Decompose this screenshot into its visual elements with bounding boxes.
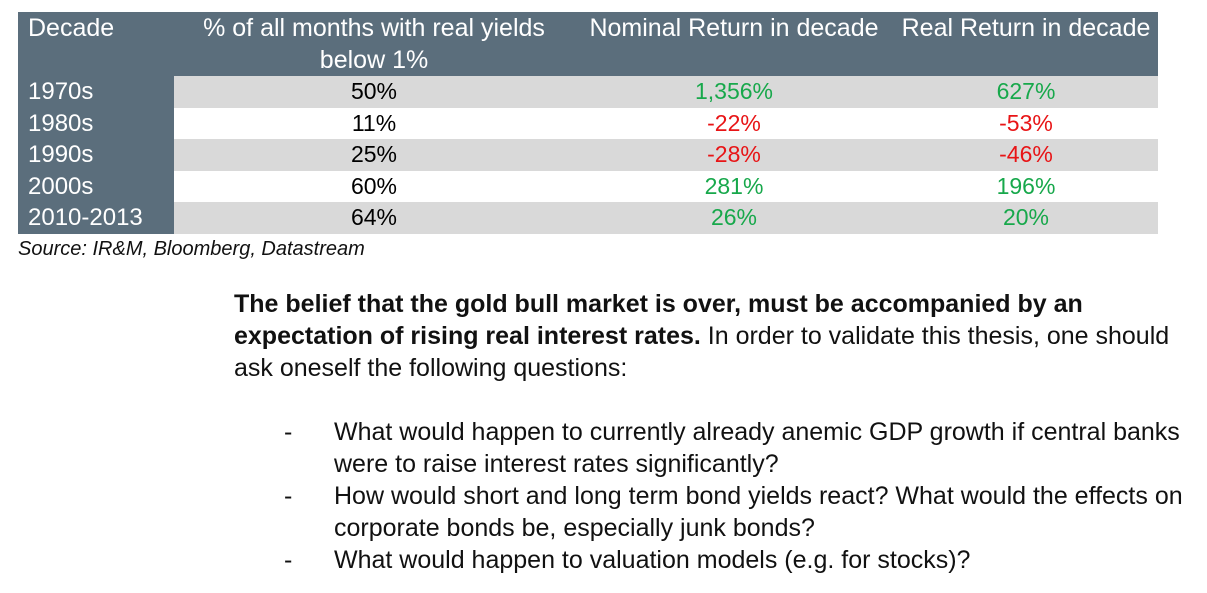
table-row: 1990s 25% -28% -46% <box>18 139 1158 171</box>
header-pct-months: % of all months with real yields below 1… <box>203 14 545 74</box>
row-real: 627% <box>894 76 1158 108</box>
list-item: - What would happen to currently already… <box>234 416 1184 480</box>
row-real: 196% <box>996 172 1056 199</box>
row-real: 20% <box>894 202 1158 234</box>
row-pct: 11% <box>351 109 397 136</box>
returns-table: Decade % of all months with real yields … <box>18 12 1158 234</box>
list-item: - What would happen to valuation models … <box>234 544 1184 576</box>
row-decade: 1990s <box>18 139 174 171</box>
row-real: -46% <box>894 139 1158 171</box>
row-pct: 25% <box>174 139 574 171</box>
row-pct: 50% <box>174 76 574 108</box>
thesis-rest: In order to validate this thesis, one sh… <box>234 322 1170 382</box>
row-decade: 2010-2013 <box>18 202 174 234</box>
header-nominal-return: Nominal Return in decade <box>589 14 879 42</box>
row-nominal: -22% <box>707 109 761 136</box>
table-row: 2010-2013 64% 26% 20% <box>18 202 1158 234</box>
list-item: - How would short and long term bond yie… <box>234 480 1184 544</box>
row-nominal: 281% <box>704 172 764 199</box>
thesis-paragraph: The belief that the gold bull market is … <box>234 288 1184 384</box>
row-nominal: -28% <box>574 139 894 171</box>
table-row: 1970s 50% 1,356% 627% <box>18 76 1158 108</box>
header-decade: Decade <box>28 14 115 42</box>
source-note: Source: IR&M, Bloomberg, Datastream <box>18 238 365 260</box>
question-text: What would happen to valuation models (e… <box>334 546 971 574</box>
question-text: How would short and long term bond yield… <box>334 482 1183 542</box>
table-row: 1980s 11% -22% -53% <box>18 107 1158 139</box>
row-pct: 60% <box>350 172 398 199</box>
row-decade: 1970s <box>18 76 174 108</box>
dash-bullet: - <box>284 546 293 574</box>
table-header-row: Decade % of all months with real yields … <box>18 12 1158 76</box>
dash-bullet: - <box>284 482 293 510</box>
row-decade: 1980s <box>18 107 174 139</box>
row-decade: 2000s <box>18 170 174 202</box>
question-text: What would happen to currently already a… <box>334 418 1180 478</box>
row-nominal: 1,356% <box>574 76 894 108</box>
header-real-return: Real Return in decade <box>901 14 1151 42</box>
row-pct: 64% <box>174 202 574 234</box>
dash-bullet: - <box>284 418 293 446</box>
thesis-bold: The belief that the gold bull market is … <box>234 290 1083 350</box>
row-nominal: 26% <box>574 202 894 234</box>
row-real: -53% <box>999 109 1053 136</box>
table-row: 2000s 60% 281% 196% <box>18 170 1158 202</box>
question-list: - What would happen to currently already… <box>234 416 1184 576</box>
